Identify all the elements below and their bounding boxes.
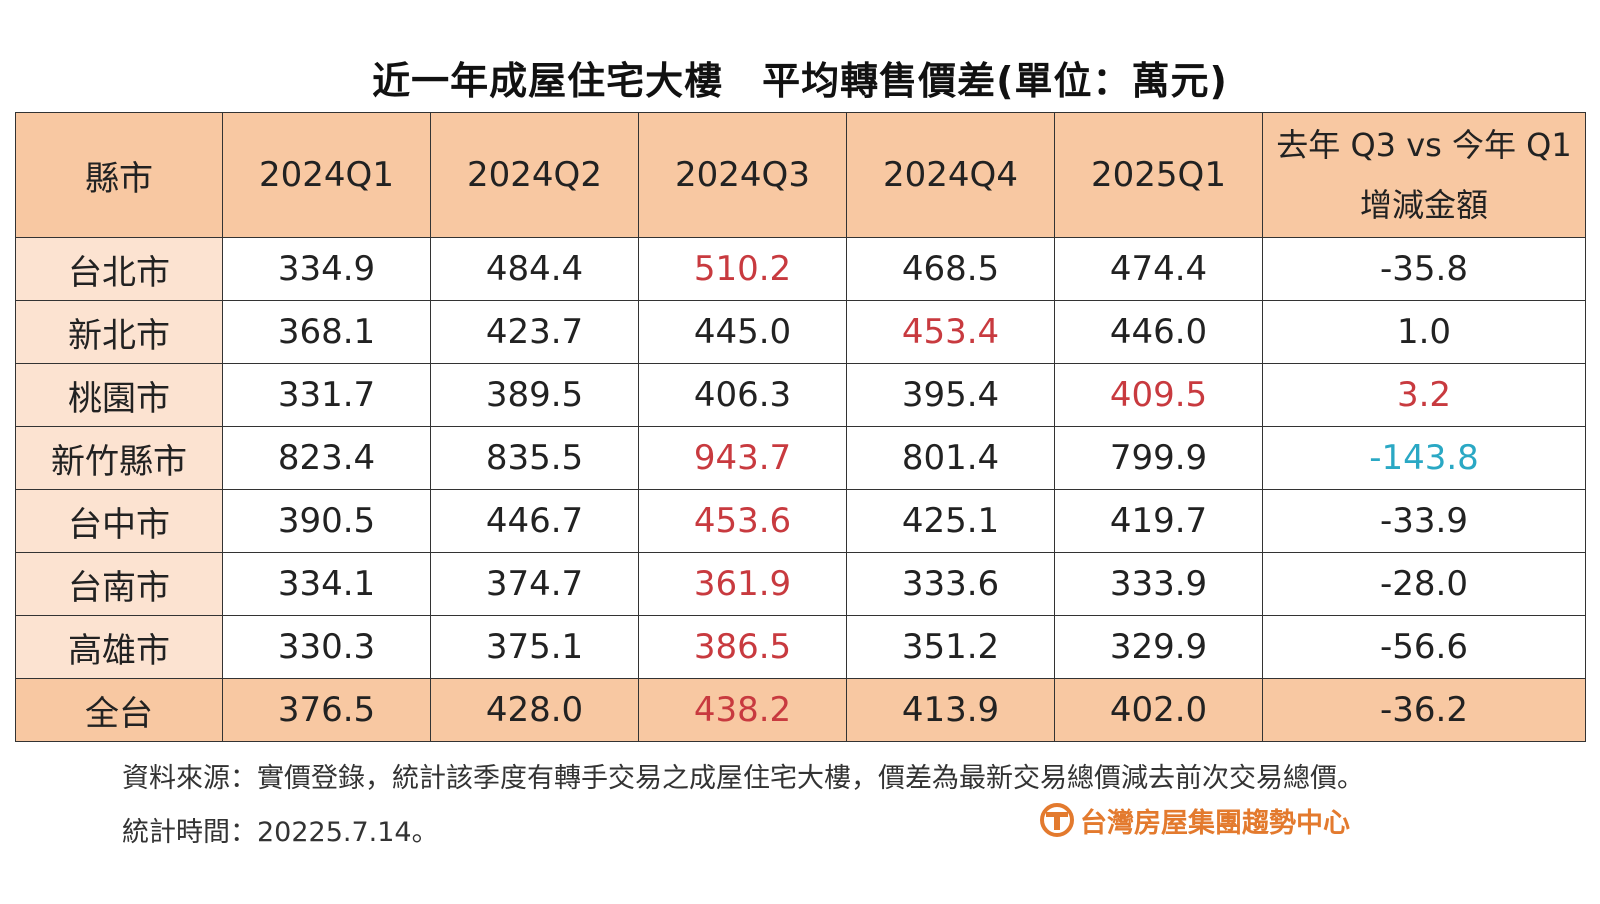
column-header-diff-line2: 增減金額 <box>1359 186 1488 224</box>
value-cell: 329.9 <box>1054 615 1263 679</box>
table-row: 新北市 368.1 423.7 445.0 453.4 446.0 1.0 <box>15 300 1586 364</box>
price-diff-table: 縣市 2024Q1 2024Q2 2024Q3 2024Q4 2025Q1 去年… <box>15 112 1586 742</box>
value-cell: 386.5 <box>638 615 847 679</box>
value-cell: 474.4 <box>1054 237 1263 301</box>
value-cell: 801.4 <box>846 426 1055 490</box>
column-header-diff-line1: 去年 Q3 vs 今年 Q1 <box>1276 126 1572 164</box>
diff-cell: 1.0 <box>1262 300 1586 364</box>
city-cell: 全台 <box>15 678 223 742</box>
value-cell: 333.9 <box>1054 552 1263 616</box>
diff-cell: 3.2 <box>1262 363 1586 427</box>
table-row: 高雄市 330.3 375.1 386.5 351.2 329.9 -56.6 <box>15 615 1586 679</box>
t-logo-icon <box>1040 803 1074 837</box>
value-cell: 823.4 <box>222 426 431 490</box>
value-cell: 374.7 <box>430 552 639 616</box>
table-body: 台北市 334.9 484.4 510.2 468.5 474.4 -35.8 新北市 368.… <box>15 237 1586 742</box>
column-header-city: 縣市 <box>15 112 223 238</box>
value-cell: 351.2 <box>846 615 1055 679</box>
city-cell: 桃園市 <box>15 363 223 427</box>
column-header-2024q4: 2024Q4 <box>846 112 1055 238</box>
value-cell: 799.9 <box>1054 426 1263 490</box>
value-cell: 943.7 <box>638 426 847 490</box>
diff-cell: -143.8 <box>1262 426 1586 490</box>
diff-cell: -35.8 <box>1262 237 1586 301</box>
value-cell: 389.5 <box>430 363 639 427</box>
value-cell: 409.5 <box>1054 363 1263 427</box>
column-header-2024q2: 2024Q2 <box>430 112 639 238</box>
diff-cell: -28.0 <box>1262 552 1586 616</box>
column-header-diff: 去年 Q3 vs 今年 Q1 增減金額 <box>1262 112 1586 238</box>
city-cell: 高雄市 <box>15 615 223 679</box>
table-row: 台北市 334.9 484.4 510.2 468.5 474.4 -35.8 <box>15 237 1586 301</box>
value-cell: 376.5 <box>222 678 431 742</box>
table-row: 台南市 334.1 374.7 361.9 333.6 333.9 -28.0 <box>15 552 1586 616</box>
table-row: 桃園市 331.7 389.5 406.3 395.4 409.5 3.2 <box>15 363 1586 427</box>
value-cell: 419.7 <box>1054 489 1263 553</box>
table-row: 全台 376.5 428.0 438.2 413.9 402.0 -36.2 <box>15 678 1586 742</box>
city-cell: 台中市 <box>15 489 223 553</box>
brand-logo: 台灣房屋集團趨勢中心 <box>1040 802 1350 839</box>
value-cell: 406.3 <box>638 363 847 427</box>
column-header-2024q3: 2024Q3 <box>638 112 847 238</box>
value-cell: 446.7 <box>430 489 639 553</box>
column-header-2024q1: 2024Q1 <box>222 112 431 238</box>
table-title: 近一年成屋住宅大樓 平均轉售價差(單位：萬元) <box>372 59 1228 103</box>
value-cell: 468.5 <box>846 237 1055 301</box>
value-cell: 438.2 <box>638 678 847 742</box>
value-cell: 361.9 <box>638 552 847 616</box>
value-cell: 331.7 <box>222 363 431 427</box>
column-header-2025q1: 2025Q1 <box>1054 112 1263 238</box>
value-cell: 423.7 <box>430 300 639 364</box>
value-cell: 446.0 <box>1054 300 1263 364</box>
value-cell: 333.6 <box>846 552 1055 616</box>
value-cell: 453.4 <box>846 300 1055 364</box>
value-cell: 334.1 <box>222 552 431 616</box>
value-cell: 453.6 <box>638 489 847 553</box>
value-cell: 428.0 <box>430 678 639 742</box>
city-cell: 新竹縣市 <box>15 426 223 490</box>
diff-cell: -56.6 <box>1262 615 1586 679</box>
value-cell: 413.9 <box>846 678 1055 742</box>
city-cell: 台南市 <box>15 552 223 616</box>
city-cell: 台北市 <box>15 237 223 301</box>
value-cell: 375.1 <box>430 615 639 679</box>
source-note: 資料來源：實價登錄，統計該季度有轉手交易之成屋住宅大樓，價差為最新交易總價減去前… <box>122 763 1364 794</box>
header-row: 縣市 2024Q1 2024Q2 2024Q3 2024Q4 2025Q1 去年… <box>15 112 1586 238</box>
value-cell: 510.2 <box>638 237 847 301</box>
table-row: 新竹縣市 823.4 835.5 943.7 801.4 799.9 -143.8 <box>15 426 1586 490</box>
value-cell: 425.1 <box>846 489 1055 553</box>
value-cell: 835.5 <box>430 426 639 490</box>
value-cell: 330.3 <box>222 615 431 679</box>
diff-cell: -33.9 <box>1262 489 1586 553</box>
city-cell: 新北市 <box>15 300 223 364</box>
value-cell: 484.4 <box>430 237 639 301</box>
value-cell: 395.4 <box>846 363 1055 427</box>
table-row: 台中市 390.5 446.7 453.6 425.1 419.7 -33.9 <box>15 489 1586 553</box>
value-cell: 445.0 <box>638 300 847 364</box>
value-cell: 390.5 <box>222 489 431 553</box>
logo-text: 台灣房屋集團趨勢中心 <box>1080 807 1350 839</box>
diff-cell: -36.2 <box>1262 678 1586 742</box>
value-cell: 368.1 <box>222 300 431 364</box>
value-cell: 334.9 <box>222 237 431 301</box>
value-cell: 402.0 <box>1054 678 1263 742</box>
time-note: 統計時間：20225.7.14。 <box>122 817 439 848</box>
